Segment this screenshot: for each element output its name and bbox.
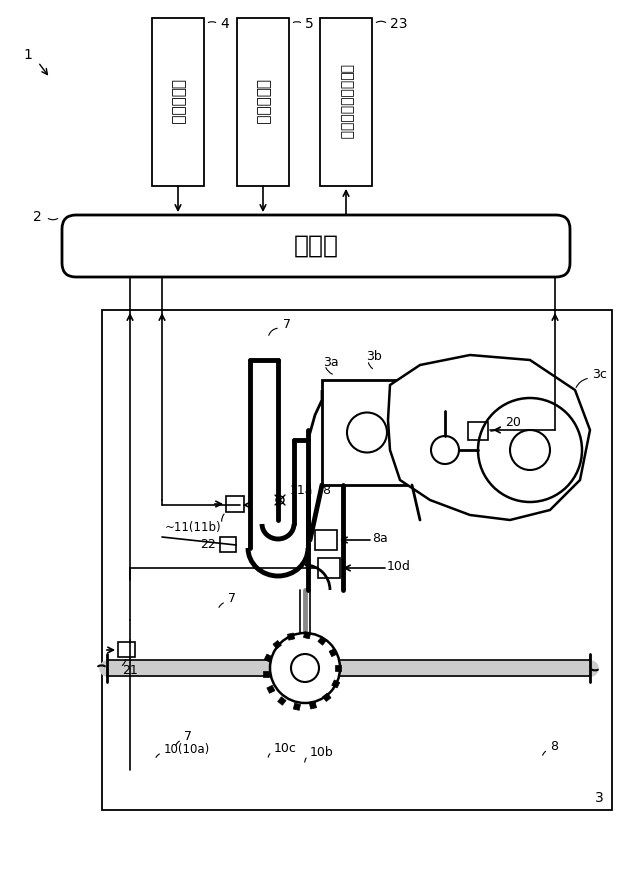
PathPatch shape [388,355,590,520]
Bar [102,310,612,810]
Bar [295,441,307,524]
Text: 20: 20 [505,415,521,428]
Bar [318,558,340,578]
Bar [152,18,204,186]
Text: 3c: 3c [592,368,607,381]
Bar [220,537,236,552]
Text: 7: 7 [228,593,236,606]
Bar [322,380,412,485]
Text: ＥＣＵ: ＥＣＵ [294,234,339,258]
Bar [287,633,294,640]
Bar [273,640,282,649]
Text: 7: 7 [184,731,192,744]
Text: 4: 4 [220,17,228,31]
Text: 23: 23 [390,17,408,31]
Text: 8: 8 [322,483,330,496]
Text: ~11(11b): ~11(11b) [164,521,221,534]
Text: 8a: 8a [372,532,388,545]
FancyBboxPatch shape [62,215,570,277]
Text: 10c: 10c [274,742,297,755]
Bar [303,632,310,639]
Bar [323,693,331,701]
Bar [293,703,301,710]
Text: 22: 22 [200,539,216,552]
Bar [264,654,272,662]
Text: 5: 5 [305,17,314,31]
Text: 8: 8 [550,740,558,753]
Text: 7: 7 [283,319,291,331]
Bar [309,702,317,709]
Bar [267,686,275,693]
Bar [315,530,337,550]
Bar [468,422,488,440]
Circle shape [291,654,319,682]
Text: 3: 3 [595,791,604,805]
Text: 燃料噴射弁: 燃料噴射弁 [170,79,186,125]
Text: 10(10a): 10(10a) [164,744,211,757]
Text: 2: 2 [33,210,42,224]
Bar [320,18,372,186]
Bar [278,697,286,706]
Text: 11a: 11a [290,483,314,496]
Bar [263,671,269,677]
Bar [118,642,135,657]
Circle shape [270,633,340,703]
Text: 3b: 3b [366,350,381,363]
Bar [226,496,244,512]
Text: アクセル開度センサ: アクセル開度センサ [339,64,353,140]
Bar [251,361,277,548]
Bar [237,18,289,186]
Bar [332,680,340,688]
Bar [335,665,341,671]
Text: 10d: 10d [387,560,411,573]
Bar [329,648,337,657]
Text: 10b: 10b [310,746,333,760]
Text: 21: 21 [122,664,138,676]
Text: 点火プラグ: 点火プラグ [255,79,271,125]
Text: 1: 1 [24,48,33,62]
Bar [318,637,326,645]
Text: 3a: 3a [323,355,339,368]
